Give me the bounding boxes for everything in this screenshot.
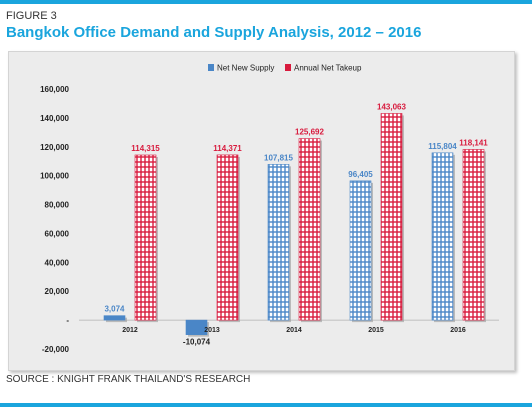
y-tick-label-4: 80,000 xyxy=(45,201,70,210)
top-accent-line xyxy=(0,0,532,4)
bar-0-2 xyxy=(267,164,290,321)
bar-1-0 xyxy=(134,154,157,321)
y-tick-label-9: -20,000 xyxy=(42,345,70,354)
bar-value-label-0-2: 107,815 xyxy=(264,153,293,162)
bar-1-3 xyxy=(380,113,403,321)
bar-0-3 xyxy=(349,180,372,321)
x-tick-label-2: 2014 xyxy=(286,327,302,334)
bar-value-label-0-1: -10,074 xyxy=(183,338,211,347)
legend-swatch-1 xyxy=(285,64,291,71)
figure-label: FIGURE 3 xyxy=(6,10,57,22)
legend-label-0: Net New Supply xyxy=(217,64,274,73)
bar-1-1 xyxy=(216,154,239,321)
bar-0-1 xyxy=(185,319,208,335)
bar-value-label-1-0: 114,315 xyxy=(131,144,160,153)
y-tick-label-7: 20,000 xyxy=(45,287,70,296)
bar-value-label-1-3: 143,063 xyxy=(377,102,406,111)
bar-1-2 xyxy=(298,138,321,321)
y-tick-label-6: 40,000 xyxy=(45,258,70,267)
chart-panel: Net New Supply Annual Net Takeup 160,000 1… xyxy=(8,51,515,371)
legend: Net New Supply Annual Net Takeup xyxy=(208,64,362,73)
bar-value-label-1-4: 118,141 xyxy=(459,138,488,147)
bar-value-label-0-4: 115,804 xyxy=(428,142,457,151)
x-tick-label-3: 2015 xyxy=(368,327,384,334)
bar-0-0 xyxy=(103,315,126,321)
bar-value-label-1-1: 114,371 xyxy=(213,144,242,153)
legend-swatch-0 xyxy=(208,64,214,71)
y-tick-label-3: 100,000 xyxy=(40,172,69,181)
bar-value-label-0-3: 96,405 xyxy=(348,170,373,179)
y-tick-label-5: 60,000 xyxy=(45,229,70,238)
source-note: SOURCE : KNIGHT FRANK THAILAND'S RESEARC… xyxy=(6,374,251,385)
y-axis: 160,000 140,000 120,000 100,000 80,000 60,000… xyxy=(40,85,499,354)
chart-title: Bangkok Office Demand and Supply Analysi… xyxy=(6,24,422,41)
bar-0-4 xyxy=(431,152,454,321)
bar-1-4 xyxy=(462,149,485,321)
y-tick-label-8: - xyxy=(66,316,69,325)
y-tick-label-0: 160,000 xyxy=(40,85,69,94)
y-tick-label-1: 140,000 xyxy=(40,114,69,123)
y-tick-label-2: 120,000 xyxy=(40,143,69,152)
x-tick-label-1: 2013 xyxy=(204,327,220,334)
x-tick-label-0: 2012 xyxy=(122,327,138,334)
bar-chart: Net New Supply Annual Net Takeup 160,0001… xyxy=(40,64,499,354)
legend-label-1: Annual Net Takeup xyxy=(294,64,362,73)
bar-value-label-0-0: 3,074 xyxy=(104,305,125,314)
bar-value-label-1-2: 125,692 xyxy=(295,128,324,137)
x-tick-label-4: 2016 xyxy=(450,327,466,334)
bars: 3,074 114,315 2012 -10,074 114,371 2013 107,81… xyxy=(103,102,488,347)
bottom-accent-line xyxy=(0,403,532,407)
